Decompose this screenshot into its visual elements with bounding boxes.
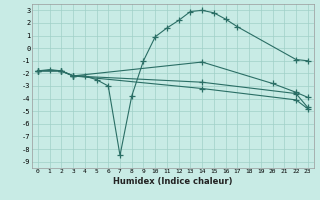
X-axis label: Humidex (Indice chaleur): Humidex (Indice chaleur): [113, 177, 233, 186]
